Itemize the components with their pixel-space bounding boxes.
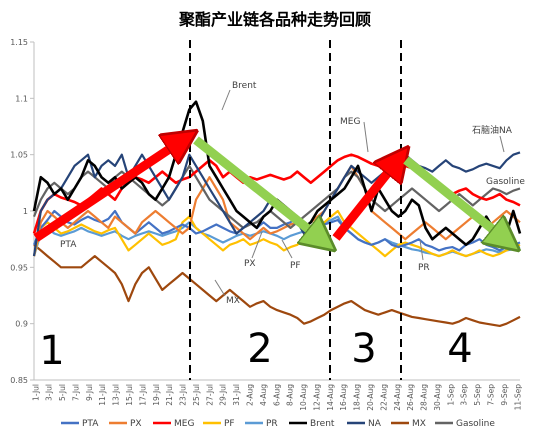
- x-tick-label: 2-Aug: [245, 384, 254, 406]
- y-tick-label: 1.15: [10, 38, 28, 47]
- series-line-pta: [32, 209, 521, 252]
- callout-px: PX: [244, 259, 256, 269]
- callout-leader-meg: [363, 121, 369, 153]
- legend-label-px: PX: [130, 419, 142, 429]
- x-tick-label: 31-Jul: [232, 384, 241, 406]
- x-tick-label: 9-Sep: [500, 384, 509, 406]
- phase-numbers: 1 2 3 4: [39, 326, 472, 374]
- series-line-brent: [32, 100, 522, 247]
- x-tick-label: 7-Sep: [486, 384, 495, 406]
- x-tick-label: 29-Jul: [219, 384, 228, 406]
- x-tick-label: 21-Jul: [165, 384, 174, 406]
- y-tick-label: 1.1: [15, 94, 28, 103]
- legend-label-mx: MX: [412, 419, 426, 429]
- phase-number-3: 3: [351, 326, 376, 372]
- y-tick-label: 1.05: [10, 151, 28, 160]
- x-tick-label: 9-Jul: [85, 384, 94, 401]
- series-lines: [32, 100, 522, 327]
- x-tick-label: 28-Aug: [420, 384, 429, 411]
- callout-pr: PR: [418, 263, 430, 273]
- x-tick-label: 10-Aug: [299, 384, 308, 411]
- callout-na: 石脑油NA: [472, 124, 513, 136]
- y-axis: 0.85 0.9 0.95 1 1.05 1.1 1.15: [10, 38, 34, 385]
- x-tick-label: 12-Aug: [312, 384, 321, 411]
- callout-leader-pf: [281, 239, 293, 259]
- x-tick-label: 8-Aug: [286, 384, 295, 406]
- legend-label-brent: Brent: [310, 419, 335, 429]
- x-tick-label: 3-Sep: [460, 384, 469, 406]
- x-tick-label: 6-Aug: [272, 384, 281, 406]
- phase-number-1: 1: [39, 328, 64, 374]
- callout-leader-na: [499, 135, 505, 153]
- legend-label-pta: PTA: [82, 419, 99, 429]
- y-tick-label: 0.95: [10, 263, 28, 272]
- callout-gasoline: Gasoline: [486, 177, 525, 187]
- phase-number-4: 4: [447, 326, 472, 372]
- x-tick-label: 5-Sep: [473, 384, 482, 406]
- trend-arrow-down-4: [403, 156, 506, 240]
- callout-leader-brent: [221, 89, 231, 111]
- x-tick-label: 7-Jul: [71, 384, 80, 401]
- x-axis: 1-Jul 3-Jul 5-Jul 7-Jul 9-Jul 11-Jul 13-Jul 15-…: [31, 384, 522, 411]
- x-tick-label: 30-Aug: [433, 384, 442, 411]
- x-tick-label: 16-Aug: [339, 384, 348, 411]
- x-tick-label: 13-Jul: [112, 384, 121, 406]
- callout-leader-px: [251, 231, 263, 259]
- x-tick-label: 20-Aug: [366, 384, 375, 411]
- legend-label-pf: PF: [224, 419, 235, 429]
- x-tick-label: 3-Jul: [45, 384, 54, 401]
- x-tick-label: 17-Jul: [138, 384, 147, 406]
- x-tick-label: 4-Aug: [259, 384, 268, 406]
- x-tick-label: 15-Jul: [125, 384, 134, 406]
- x-tick-label: 19-Jul: [152, 384, 161, 406]
- legend-label-meg: MEG: [174, 419, 194, 429]
- callouts: PTA Brent PX PF MX MEG PR 石脑油NA Gasoline: [60, 81, 525, 306]
- series-line-px: [32, 164, 521, 257]
- trend-arrow-down-2: [193, 136, 322, 240]
- series-line-pf: [32, 209, 521, 258]
- legend-label-pr: PR: [266, 419, 278, 429]
- trend-arrow-up-3: [332, 160, 398, 241]
- chart-title: 聚酯产业链各品种走势回顾: [178, 10, 371, 29]
- x-tick-label: 23-Jul: [179, 384, 188, 406]
- x-tick-label: 11-Sep: [513, 384, 522, 411]
- callout-brent: Brent: [232, 81, 257, 91]
- x-tick-label: 1-Jul: [31, 384, 40, 401]
- y-tick-label: 0.9: [15, 320, 28, 329]
- legend-label-na: NA: [368, 419, 382, 429]
- legend-label-gasoline: Gasoline: [456, 419, 495, 429]
- callout-pta: PTA: [60, 240, 77, 250]
- callout-mx: MX: [226, 296, 240, 306]
- legend: PTA PX MEG PF PR Brent NA MX Gasoline: [61, 419, 495, 429]
- callout-leader-mx: [214, 279, 226, 297]
- callout-pf: PF: [290, 261, 301, 271]
- x-tick-label: 27-Jul: [205, 384, 214, 406]
- series-line-pr: [32, 215, 521, 258]
- trend-arrow-up-1: [33, 140, 183, 242]
- callout-meg: MEG: [340, 117, 360, 127]
- x-tick-label: 22-Aug: [379, 384, 388, 411]
- x-tick-label: 5-Jul: [58, 384, 67, 401]
- y-tick-label: 1: [23, 207, 28, 216]
- x-tick-label: 24-Aug: [393, 384, 402, 411]
- x-tick-label: 11-Jul: [98, 384, 107, 406]
- x-tick-label: 25-Jul: [192, 384, 201, 406]
- x-tick-label: 1-Sep: [446, 384, 455, 406]
- y-tick-label: 0.85: [10, 376, 28, 385]
- x-tick-label: 26-Aug: [406, 384, 415, 411]
- series-line-mx: [33, 243, 521, 327]
- x-tick-label: 18-Aug: [353, 384, 362, 411]
- callout-leader-pr: [419, 239, 424, 261]
- phase-number-2: 2: [247, 326, 272, 372]
- x-tick-label: 14-Aug: [326, 384, 335, 411]
